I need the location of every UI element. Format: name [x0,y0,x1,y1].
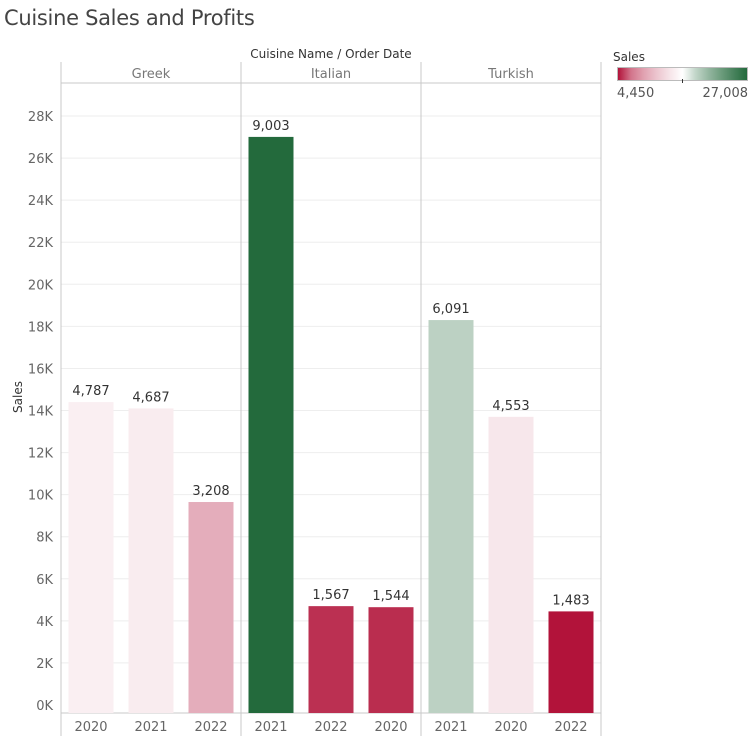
y-tick-label: 12K [28,447,54,462]
x-tick-label: 2020 [494,720,527,735]
y-tick-label: 8K [36,531,53,546]
x-tick-label: 2022 [314,720,347,735]
panel-header-greek: Greek [132,67,171,82]
legend-max-label: 27,008 [702,86,749,101]
y-tick-label: 20K [28,278,54,293]
y-tick-label: 0K [36,699,53,714]
bar-italian-2021 [248,136,294,713]
data-label: 3,208 [192,484,229,499]
y-tick-label: 14K [28,405,54,420]
x-tick-label: 2021 [134,720,167,735]
x-tick-label: 2020 [374,720,407,735]
bar-italian-2020 [368,607,414,713]
data-label: 1,544 [372,589,409,604]
data-label: 4,687 [132,390,169,405]
y-tick-label: 24K [28,194,54,209]
x-tick-label: 2022 [194,720,227,735]
bar-greek-2020 [68,402,114,713]
y-tick-label: 22K [28,236,54,251]
y-tick-label: 16K [28,362,54,377]
y-tick-label: 28K [28,110,54,125]
data-label: 4,787 [72,384,109,399]
y-tick-label: 26K [28,152,54,167]
header-title: Cuisine Name / Order Date [250,47,411,61]
bar-greek-2022 [188,502,234,713]
y-tick-label: 2K [36,657,53,672]
x-tick-label: 2021 [254,720,287,735]
panel-header-turkish: Turkish [487,67,534,82]
bar-italian-2022 [308,606,354,713]
bar-greek-2021 [128,408,174,713]
legend-min-label: 4,450 [617,86,655,101]
bar-turkish-2021 [428,320,474,713]
y-tick-label: 10K [28,489,54,504]
x-tick-label: 2022 [554,720,587,735]
x-tick-label: 2020 [74,720,107,735]
chart-title: Cuisine Sales and Profits [4,6,255,30]
data-label: 1,483 [552,593,589,608]
data-label: 4,553 [492,399,529,414]
bar-turkish-2022 [548,611,594,713]
data-label: 1,567 [312,588,349,603]
y-tick-label: 18K [28,320,54,335]
y-tick-label: 4K [36,615,53,630]
y-axis-title: Sales [11,381,25,413]
panel-header-italian: Italian [311,67,351,82]
bar-turkish-2020 [488,416,534,713]
x-tick-label: 2021 [434,720,467,735]
legend-midpoint-tick [682,79,683,83]
legend-title: Sales [613,50,645,64]
data-label: 9,003 [252,119,289,134]
y-tick-label: 6K [36,573,53,588]
data-label: 6,091 [432,302,469,317]
